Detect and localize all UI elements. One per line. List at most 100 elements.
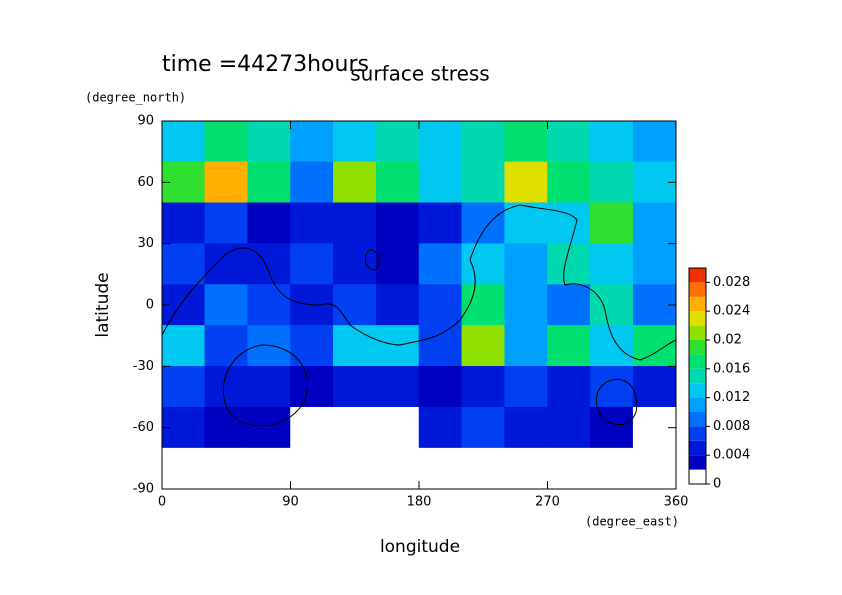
field-cell <box>247 366 291 408</box>
field-cell <box>504 243 548 285</box>
field-cell <box>418 120 463 163</box>
colorbar-band <box>689 325 706 340</box>
y-unit: (degree_north) <box>85 91 186 105</box>
field-cell <box>504 202 548 244</box>
y-tick-label: -90 <box>133 482 154 497</box>
field-cell <box>504 120 548 163</box>
field-cell <box>375 161 420 204</box>
field-cell <box>632 120 677 163</box>
y-tick-label: 60 <box>137 175 154 190</box>
chart-subtitle: time =44273hours <box>162 52 369 77</box>
field-cell <box>590 202 634 244</box>
field-cell <box>461 243 505 285</box>
field-cell <box>632 366 677 408</box>
colorbar-frame <box>688 267 707 485</box>
field-cell <box>290 447 334 490</box>
y-axis-label: latitude <box>93 272 113 337</box>
field-cell <box>418 161 463 204</box>
colorbar-band <box>689 397 706 412</box>
field-cell <box>333 447 377 490</box>
field-cell <box>504 325 548 367</box>
field-cell <box>418 406 463 449</box>
x-unit: (degree_east) <box>585 515 679 529</box>
colorbar-tick-label: 0.004 <box>713 448 750 463</box>
field-cell <box>461 202 505 244</box>
field-cell <box>290 366 334 408</box>
field-cell <box>461 161 505 204</box>
field-cell <box>204 202 248 244</box>
field-cell <box>204 406 248 449</box>
field-cell <box>504 284 548 326</box>
field-cell <box>461 284 505 326</box>
colorbar-band <box>689 296 706 312</box>
field-cell <box>375 325 420 367</box>
field-cell <box>375 243 420 285</box>
field-cell <box>290 406 334 449</box>
colorbar-band <box>689 440 706 456</box>
field-cell <box>375 366 420 408</box>
field-cell <box>590 161 634 204</box>
field-cell <box>590 243 634 285</box>
field-cell <box>590 120 634 163</box>
x-tick-label: 0 <box>158 495 166 510</box>
field-cell <box>290 325 334 367</box>
field-cell <box>247 447 291 490</box>
field-cell <box>632 447 677 490</box>
field-cell <box>333 161 377 204</box>
field-cell <box>247 202 291 244</box>
field-cell <box>290 161 334 204</box>
field-cell <box>290 202 334 244</box>
y-tick-label: -30 <box>133 359 154 374</box>
field-cell <box>247 325 291 367</box>
x-tick-label: 270 <box>535 495 560 510</box>
field-cell <box>547 120 591 163</box>
field-cell <box>418 202 463 244</box>
field-cell <box>333 284 377 326</box>
colorbar-tick-label: 0.024 <box>713 304 750 319</box>
field-cell <box>504 366 548 408</box>
field-cell <box>632 202 677 244</box>
field-cell <box>290 120 334 163</box>
field-cell <box>632 243 677 285</box>
colorbar-band <box>689 354 706 369</box>
colorbar-tick-label: 0.008 <box>713 419 750 434</box>
field-cell <box>247 243 291 285</box>
field-cell <box>590 447 634 490</box>
field-cell <box>204 243 248 285</box>
x-tick-label: 90 <box>282 495 299 510</box>
field-cell <box>418 447 463 490</box>
field-cell <box>375 406 420 449</box>
field-cell <box>504 447 548 490</box>
colorbar-band <box>689 426 706 441</box>
field-cell <box>204 161 248 204</box>
field-cell <box>504 406 548 449</box>
colorbar-band <box>689 282 706 297</box>
field-cell <box>161 325 206 367</box>
field-cell <box>290 243 334 285</box>
field-cell <box>333 120 377 163</box>
field-cell <box>418 284 463 326</box>
field-cell <box>547 447 591 490</box>
colorbar-tick-label: 0 <box>713 477 721 492</box>
y-tick-label: 90 <box>137 114 154 129</box>
field-cell <box>161 447 206 490</box>
colorbar-band <box>689 469 706 484</box>
field-cell <box>375 120 420 163</box>
colorbar-tick-label: 0.016 <box>713 361 750 376</box>
field-cell <box>547 161 591 204</box>
field-cell <box>375 202 420 244</box>
field-cell <box>204 120 248 163</box>
colorbar-band <box>689 455 706 470</box>
field-cell <box>461 325 505 367</box>
field-cell <box>247 284 291 326</box>
colorbar-band <box>689 368 706 384</box>
y-tick-label: -60 <box>133 420 154 435</box>
field-cell <box>204 447 248 490</box>
field-cell <box>590 406 634 449</box>
field-cell <box>204 325 248 367</box>
colorbar-band <box>689 340 706 355</box>
field-cell <box>333 202 377 244</box>
field-cell <box>547 202 591 244</box>
x-tick-label: 360 <box>664 495 689 510</box>
